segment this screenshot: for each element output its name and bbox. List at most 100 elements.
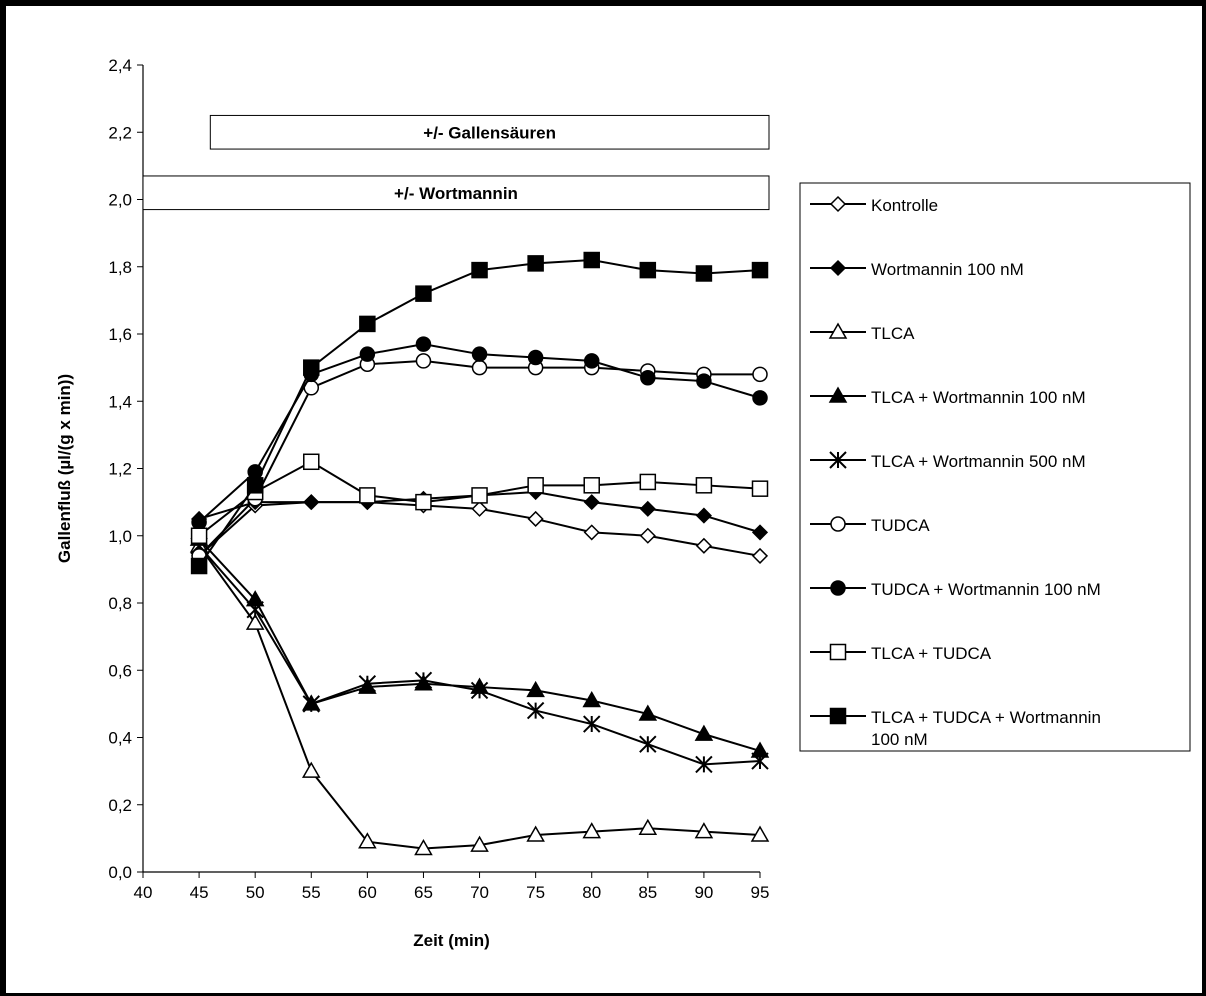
data-point — [190, 527, 208, 544]
x-tick-label: 50 — [246, 883, 265, 902]
data-point — [751, 261, 769, 279]
x-tick-label: 85 — [638, 883, 657, 902]
data-point — [470, 835, 489, 852]
series-line — [198, 259, 761, 567]
data-point — [190, 557, 208, 575]
data-point — [752, 366, 768, 383]
data-point — [359, 346, 376, 362]
x-tick-label: 60 — [358, 883, 377, 902]
series-4 — [189, 529, 770, 758]
series-8 — [190, 453, 769, 544]
y-tick-label: 0,8 — [108, 594, 132, 613]
data-point — [751, 480, 769, 497]
data-point — [640, 369, 656, 386]
data-point — [359, 487, 376, 504]
y-tick-label: 0,4 — [108, 729, 132, 748]
x-tick-label: 65 — [414, 883, 433, 902]
data-point — [829, 259, 847, 277]
data-point — [415, 336, 432, 352]
data-point — [471, 487, 488, 504]
data-point — [694, 822, 714, 839]
x-tick-label: 40 — [134, 883, 153, 902]
data-point — [246, 601, 264, 619]
data-point — [638, 704, 658, 721]
data-point — [639, 735, 657, 753]
x-tick-label: 95 — [751, 883, 770, 902]
data-point — [751, 752, 769, 770]
data-point — [695, 477, 713, 494]
legend-item: TUDCA + Wortmannin 100 nM — [810, 580, 1101, 599]
x-tick-label: 55 — [302, 883, 321, 902]
legend-box — [799, 182, 1191, 752]
data-point — [639, 527, 656, 544]
data-point — [527, 477, 544, 494]
legend-label: TUDCA + Wortmannin 100 nM — [871, 580, 1101, 599]
data-point — [583, 494, 600, 511]
annotation-label: +/- Gallensäuren — [423, 123, 556, 142]
data-point — [301, 761, 321, 778]
y-tick-label: 2,2 — [108, 123, 132, 142]
data-point — [696, 373, 712, 389]
series-1 — [191, 494, 769, 564]
data-point — [582, 822, 602, 839]
series-6 — [191, 353, 768, 564]
series-5 — [190, 537, 769, 774]
data-point — [829, 195, 847, 213]
data-point — [583, 251, 600, 269]
data-point — [695, 537, 712, 554]
legend-item: TLCA + TUDCA — [810, 643, 992, 663]
legend-label: TLCA + Wortmannin 100 nM — [871, 388, 1086, 407]
data-point — [471, 261, 488, 279]
legend-label: 100 nM — [871, 730, 928, 749]
data-point — [414, 838, 433, 856]
data-point — [582, 691, 602, 708]
data-point — [639, 473, 657, 491]
data-point — [751, 547, 769, 564]
legend-item: TUDCA — [810, 516, 930, 535]
y-tick-label: 1,2 — [108, 460, 132, 479]
legend-item: Kontrolle — [810, 195, 938, 215]
y-tick-label: 1,8 — [108, 258, 132, 277]
legend-label: TUDCA — [871, 516, 930, 535]
data-point — [303, 453, 320, 471]
data-point — [246, 477, 264, 494]
data-point — [415, 285, 432, 302]
legend-label: TLCA — [871, 324, 915, 343]
data-point — [694, 724, 714, 741]
legend-item: TLCA + Wortmannin 100 nM — [810, 386, 1086, 407]
data-point — [526, 701, 545, 720]
data-point — [695, 755, 713, 774]
data-point — [526, 680, 545, 698]
data-point — [358, 832, 377, 849]
x-tick-label: 75 — [526, 883, 545, 902]
data-point — [830, 580, 846, 596]
series-line — [198, 538, 761, 752]
data-point — [583, 353, 600, 369]
data-point — [302, 695, 320, 713]
data-point — [695, 265, 713, 282]
series-9 — [190, 251, 769, 575]
data-point — [639, 261, 657, 279]
y-tick-label: 1,4 — [108, 392, 132, 411]
y-tick-label: 1,6 — [108, 325, 132, 344]
y-tick-label: 0,2 — [108, 796, 132, 815]
series-line — [198, 359, 760, 557]
data-point — [527, 255, 544, 272]
x-axis-title: Zeit (min) — [413, 931, 490, 950]
data-point — [830, 516, 846, 532]
data-point — [829, 643, 847, 661]
data-point — [358, 674, 377, 693]
annotation-box — [142, 175, 770, 211]
data-point — [415, 493, 432, 511]
data-point — [527, 349, 544, 366]
data-point — [828, 386, 848, 403]
data-point — [471, 359, 488, 376]
data-point — [828, 322, 848, 339]
data-point — [414, 671, 433, 690]
y-tick-label: 1,0 — [108, 527, 132, 546]
legend-item: TLCA + Wortmannin 500 nM — [810, 451, 1086, 471]
x-tick-label: 45 — [190, 883, 209, 902]
y-tick-label: 0,0 — [108, 863, 132, 882]
y-tick-label: 2,0 — [108, 191, 132, 210]
